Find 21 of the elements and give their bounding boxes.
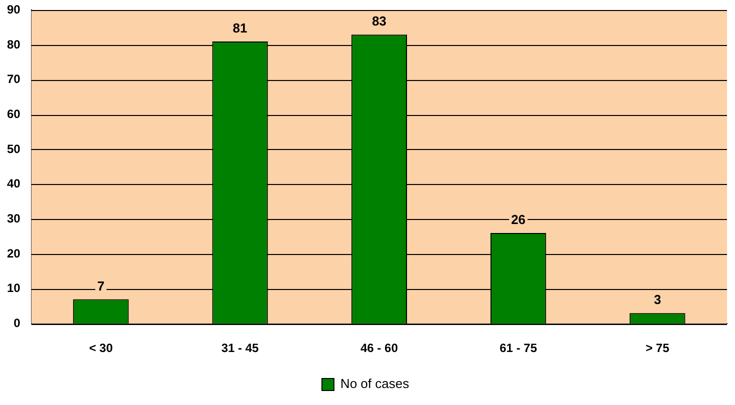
x-tick-label: < 30 [89,341,114,356]
y-tick-label: 30 [6,211,21,226]
x-tick-label: 61 - 75 [500,341,538,356]
y-tick-label: 0 [14,316,21,330]
x-tick-label: > 75 [646,341,670,356]
y-tick-label: 10 [6,281,21,296]
x-tick-label: 46 - 60 [360,341,398,356]
y-tick-label: 20 [6,246,21,260]
y-tick-label: 50 [6,142,21,156]
y-tick-label: 70 [6,72,21,86]
y-tick-label: 40 [6,176,21,191]
y-tick-label: 80 [6,37,21,52]
y-tick-label: 60 [6,106,21,121]
legend-label: No of cases [340,376,410,392]
data-label: 26 [511,212,526,228]
y-tick-label: 90 [6,2,21,17]
data-label: 83 [372,14,386,29]
data-label: 3 [654,292,662,308]
data-label: 7 [97,278,105,294]
x-tick-label: 31 - 45 [221,341,260,356]
data-label: 81 [232,20,248,36]
